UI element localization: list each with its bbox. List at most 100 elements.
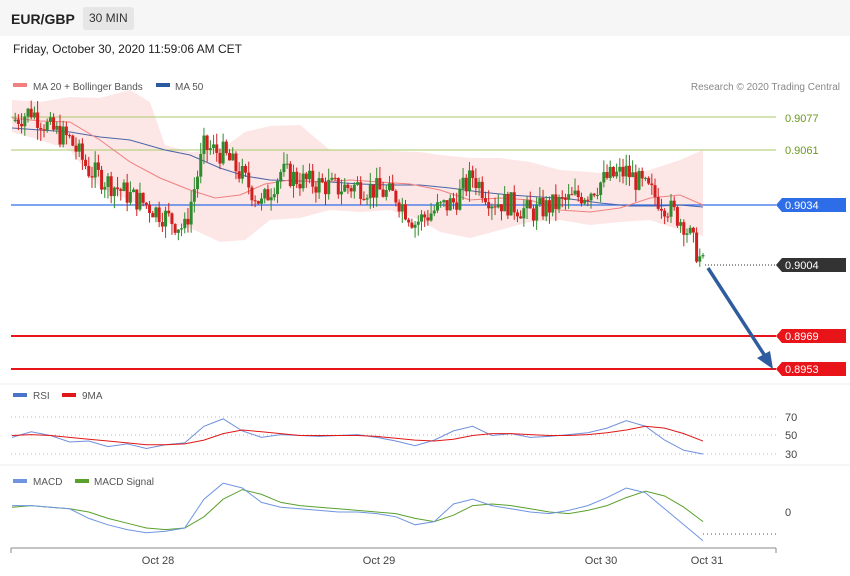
legend-macd-signal-swatch [75, 479, 89, 483]
candle-body [426, 217, 430, 221]
candle-body [695, 232, 699, 262]
candle-body [202, 135, 206, 155]
candle-body [666, 216, 670, 218]
candle-body [311, 170, 315, 187]
candle-body [61, 126, 65, 145]
candle-body [285, 163, 289, 165]
candle-body [55, 125, 59, 130]
candle-body [451, 198, 455, 203]
candle-body [320, 178, 324, 183]
level-tag-0.9004 [776, 258, 846, 272]
legend-ma50-swatch [156, 83, 170, 87]
candle-body [20, 123, 24, 127]
candle-body [234, 153, 238, 172]
candle-body [125, 182, 129, 203]
candle-body [515, 212, 519, 217]
candle-body [679, 222, 683, 226]
price-candles [13, 100, 705, 267]
candle-body [522, 208, 526, 219]
level-label-0.9077: 0.9077 [785, 113, 819, 125]
candle-body [276, 181, 280, 195]
candle-body [282, 163, 286, 173]
candle-body [52, 117, 56, 130]
candle-body [487, 202, 491, 209]
candle-body [29, 108, 33, 118]
candle-body [560, 197, 564, 199]
legend-rsi-ma-label: 9MA [82, 391, 103, 402]
candle-body [250, 187, 254, 201]
rsi-line [11, 418, 704, 455]
forecast-arrow [706, 267, 767, 357]
candle-body [32, 112, 36, 118]
candle-body [109, 176, 113, 197]
candle-body [675, 207, 679, 226]
candle-body [643, 177, 647, 179]
candle-body [467, 170, 471, 192]
chart-datetime: Friday, October 30, 2020 11:59:06 AM CET [13, 42, 243, 56]
candle-body [90, 176, 94, 178]
candle-body [512, 192, 516, 213]
candle-body [579, 197, 583, 204]
candle-body [80, 143, 84, 160]
candle-body [186, 218, 190, 225]
candle-body [640, 170, 644, 179]
legend-ma50-label: MA 50 [175, 82, 204, 93]
candle-body [570, 194, 574, 196]
candle-body [490, 206, 494, 209]
timeframe-badge[interactable]: 30 MIN [83, 7, 134, 30]
candle-body [301, 173, 305, 189]
macd-label-0: 0 [785, 507, 791, 519]
x-label-oct30: Oct 30 [585, 555, 617, 567]
candle-body [279, 172, 283, 182]
candle-body [506, 194, 510, 216]
candle-body [218, 152, 222, 164]
candle-body [503, 194, 507, 212]
candle-body [253, 200, 257, 202]
candle-body [573, 190, 577, 195]
candle-body [589, 193, 593, 201]
candle-body [48, 117, 52, 122]
candle-body [314, 186, 318, 193]
candle-body [58, 125, 62, 145]
candle-body [119, 189, 123, 191]
candle-body [535, 204, 539, 221]
x-label-oct29: Oct 29 [363, 555, 395, 567]
candle-body [461, 177, 465, 189]
candle-body [240, 165, 244, 179]
candle-body [340, 191, 344, 195]
candle-body [378, 178, 382, 190]
candle-body [112, 187, 116, 197]
candle-body [362, 198, 366, 200]
candle-body [103, 186, 107, 190]
candle-body [356, 182, 359, 185]
candle-body [448, 198, 452, 211]
candle-body [368, 184, 372, 199]
candle-body [100, 169, 104, 190]
rsi-label-50: 50 [785, 430, 797, 442]
candle-body [13, 119, 17, 122]
candle-body [132, 189, 136, 193]
candle-body [295, 171, 299, 185]
candle-body [352, 184, 356, 192]
candle-body [84, 159, 88, 166]
candle-body [349, 188, 353, 192]
candle-body [183, 218, 187, 229]
x-label-oct31: Oct 31 [691, 555, 723, 567]
candle-body [650, 183, 654, 186]
candle-body [36, 112, 40, 128]
candle-body [359, 182, 363, 199]
level-tag-0.9034 [776, 198, 846, 212]
candle-body [87, 165, 91, 177]
candle-body [455, 202, 459, 210]
candle-body [480, 181, 484, 199]
candle-body [96, 162, 100, 170]
legend-rsi-label: RSI [33, 391, 50, 402]
candle-body [691, 227, 695, 233]
candle-body [64, 126, 68, 136]
candle-body [221, 141, 225, 164]
candle-body [272, 194, 276, 198]
candle-body [611, 166, 615, 177]
rsi-label-30: 30 [785, 449, 797, 461]
research-credit: Research © 2020 Trading Central [691, 82, 840, 93]
candle-body [605, 172, 609, 178]
